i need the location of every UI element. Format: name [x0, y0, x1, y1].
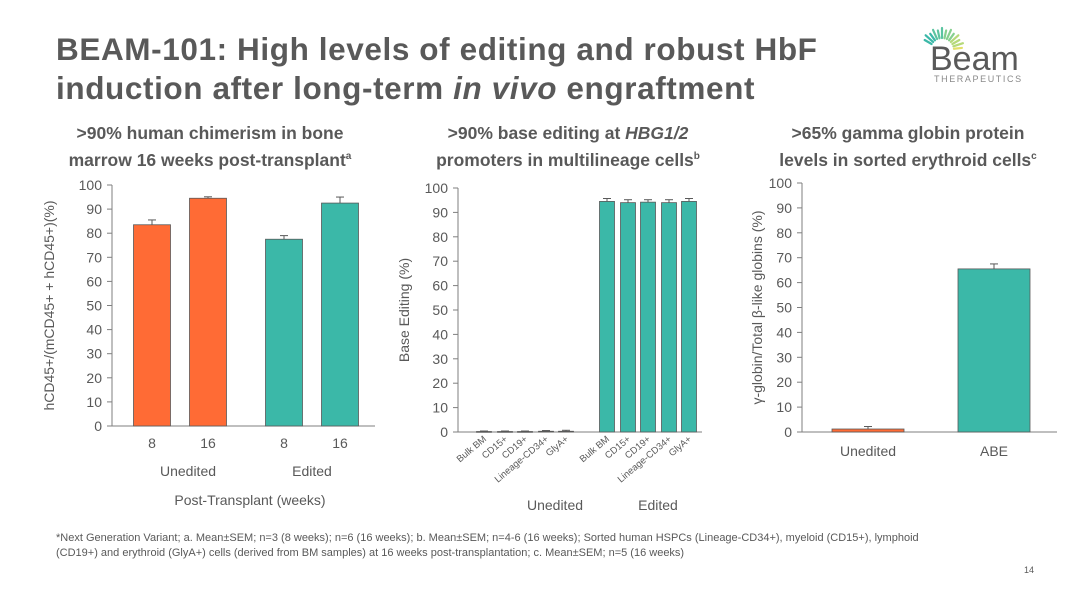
bar — [682, 201, 697, 432]
y-tick-label: 50 — [432, 302, 448, 318]
footnote-line2: (CD19+) and erythroid (GlyA+) cells (der… — [56, 546, 1046, 561]
x-tick-label: 8 — [280, 435, 288, 451]
group-label: Edited — [292, 463, 332, 479]
x-tick-label: Unedited — [840, 443, 896, 459]
y-tick-label: 20 — [86, 370, 102, 386]
y-tick-label: 90 — [86, 201, 102, 217]
bar — [477, 432, 492, 433]
y-tick-label: 90 — [432, 204, 448, 220]
y-tick-label: 40 — [432, 326, 448, 342]
x-tick-label: 8 — [148, 435, 156, 451]
chart-3: 0 10 20 30 40 50 60 70 80 90 100 γ-globin/Total β-l… — [749, 175, 1057, 459]
footnote-line1: *Next Generation Variant; a. Mean±SEM; n… — [56, 531, 1046, 546]
chart-1: 0 10 20 30 40 50 60 70 80 90 100 hCD45+/(mCD45+ + h… — [41, 177, 375, 508]
y-tick-label: 100 — [79, 177, 103, 193]
bar — [518, 432, 533, 433]
y-tick-label: 40 — [86, 322, 102, 338]
y-tick-label: 50 — [86, 298, 102, 314]
bar — [832, 429, 904, 432]
group-label: Edited — [638, 497, 678, 513]
y-tick-label: 70 — [432, 253, 448, 269]
y-tick-label: 30 — [86, 346, 102, 362]
bar — [134, 225, 171, 426]
footnote: *Next Generation Variant; a. Mean±SEM; n… — [56, 531, 1046, 561]
y-tick-label: 0 — [94, 418, 102, 434]
x-tick-label: GlyA+ — [667, 434, 694, 460]
bar — [498, 432, 513, 433]
bar — [266, 239, 303, 426]
x-axis-label: Post-Transplant (weeks) — [174, 492, 325, 508]
x-tick-label: ABE — [980, 443, 1008, 459]
y-axis-label: γ-globin/Total β-like globins (%) — [749, 210, 765, 404]
y-tick-label: 80 — [432, 229, 448, 245]
y-tick-label: 30 — [432, 351, 448, 367]
y-tick-label: 60 — [776, 275, 792, 291]
y-tick-label: 60 — [432, 278, 448, 294]
x-tick-label: GlyA+ — [544, 434, 571, 460]
y-tick-label: 100 — [769, 175, 793, 191]
y-tick-label: 90 — [776, 200, 792, 216]
bar — [621, 203, 636, 432]
group-label: Unedited — [160, 463, 216, 479]
y-tick-label: 30 — [776, 349, 792, 365]
bar — [322, 203, 359, 426]
y-tick-label: 60 — [86, 273, 102, 289]
chart-2: 0102030405060708090100Base Editing (%)Bu… — [396, 180, 702, 513]
x-tick-label: 16 — [332, 435, 348, 451]
bar — [190, 198, 227, 426]
y-tick-label: 100 — [425, 180, 449, 196]
bar — [539, 431, 554, 432]
bar — [559, 431, 574, 432]
y-tick-label: 40 — [776, 324, 792, 340]
y-tick-label: 80 — [86, 225, 102, 241]
y-tick-label: 70 — [776, 250, 792, 266]
y-axis-label: Base Editing (%) — [396, 258, 412, 362]
y-axis-label: hCD45+/(mCD45+ + hCD45+)(%) — [41, 200, 57, 410]
y-tick-label: 0 — [784, 424, 792, 440]
bar — [662, 203, 677, 432]
x-tick-label: 16 — [200, 435, 216, 451]
y-tick-label: 20 — [432, 375, 448, 391]
bar — [641, 202, 656, 432]
page-number: 14 — [1024, 565, 1034, 575]
y-tick-label: 50 — [776, 300, 792, 316]
y-tick-label: 20 — [776, 374, 792, 390]
y-tick-label: 10 — [432, 400, 448, 416]
y-tick-label: 0 — [440, 424, 448, 440]
y-tick-label: 10 — [776, 399, 792, 415]
bar — [958, 269, 1030, 432]
bar — [600, 201, 615, 432]
y-tick-label: 10 — [86, 394, 102, 410]
y-tick-label: 80 — [776, 225, 792, 241]
y-tick-label: 70 — [86, 249, 102, 265]
group-label: Unedited — [527, 497, 583, 513]
